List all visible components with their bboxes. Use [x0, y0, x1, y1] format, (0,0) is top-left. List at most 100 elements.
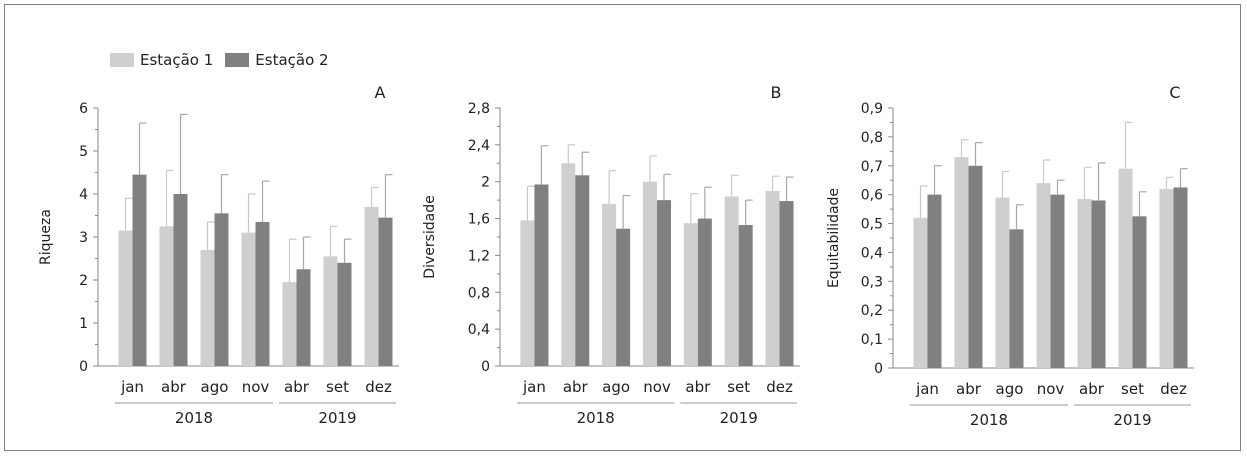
panel-1-letter: B — [771, 83, 782, 102]
panel-0-group-label: 2018 — [175, 409, 213, 427]
panel-2-bar-1 — [1077, 199, 1092, 368]
panel-1-bar-2 — [738, 225, 753, 366]
panel-2-x-tick-label: abr — [956, 380, 982, 398]
panel-0-y-tick-label: 3 — [79, 230, 88, 246]
panel-0-bar-1 — [159, 226, 174, 366]
panel-1-bar-1 — [561, 163, 576, 366]
panel-2-bar-2 — [1132, 216, 1147, 368]
panel-2-y-tick-label: 0,4 — [861, 245, 883, 261]
panel-0-bar-2 — [296, 269, 311, 366]
panel-1-y-tick-label: 1,2 — [468, 248, 490, 264]
panel-0-bar-2 — [173, 194, 188, 366]
panel-0-x-tick-label: abr — [161, 378, 187, 396]
panel-2-y-tick-label: 0,7 — [861, 159, 883, 175]
panel-0-x-tick-label: jan — [120, 378, 144, 396]
panel-2-x-tick-label: ago — [996, 380, 1024, 398]
figure-frame — [4, 4, 1241, 451]
panel-1-y-tick-label: 2,8 — [468, 101, 490, 117]
panel-1-group-label: 2019 — [720, 409, 758, 427]
panel-2-y-axis-label: Equitabilidade — [826, 188, 842, 288]
panel-1-bar-2 — [575, 175, 590, 366]
panel-2-x-tick-label: set — [1121, 380, 1144, 398]
panel-2-y-tick-label: 0,6 — [861, 188, 883, 204]
panel-1-group-label: 2018 — [577, 409, 615, 427]
panel-1-y-tick-label: 2 — [481, 175, 490, 191]
panel-0-bar-1 — [118, 230, 133, 366]
panel-1-x-tick-label: dez — [766, 378, 793, 396]
panel-1-x-tick-label: set — [727, 378, 750, 396]
panel-2-bar-2 — [1009, 229, 1024, 368]
panel-2-y-tick-label: 0,9 — [861, 101, 883, 117]
panel-1-y-tick-label: 0,8 — [468, 285, 490, 301]
panel-2-bar-1 — [995, 197, 1010, 368]
panel-1-bar-1 — [642, 181, 657, 366]
panel-1-bar-1 — [724, 196, 739, 366]
panel-1-bar-2 — [616, 228, 631, 366]
panel-0-x-tick-label: abr — [284, 378, 310, 396]
panel-2-group-label: 2018 — [970, 411, 1008, 429]
panel-0-bar-1 — [323, 256, 338, 366]
panel-0-bar-1 — [200, 249, 215, 366]
panel-2-y-tick-label: 0,3 — [861, 274, 883, 290]
legend-item-estacao-1: Estação 1 — [110, 51, 213, 69]
panel-2-bar-2 — [1091, 200, 1106, 368]
panel-0-bar-1 — [241, 232, 256, 366]
panel-2-bar-1 — [1036, 183, 1051, 368]
panel-1-bar-1 — [520, 220, 535, 366]
panel-1-y-tick-label: 0,4 — [468, 322, 490, 338]
panel-2-bar-1 — [1118, 168, 1133, 368]
panel-2-bar-2 — [1173, 187, 1188, 368]
panel-0-bar-2 — [378, 217, 393, 366]
panel-2-y-tick-label: 0,8 — [861, 130, 883, 146]
panel-1-y-tick-label: 0 — [481, 359, 490, 375]
panel-0-bar-1 — [282, 282, 297, 366]
panel-0-x-tick-label: dez — [365, 378, 392, 396]
panel-1-bar-2 — [534, 184, 549, 366]
panel-1-bar-1 — [602, 203, 617, 366]
legend-item-estacao-2: Estação 2 — [225, 51, 329, 69]
panel-1-x-tick-label: ago — [602, 378, 630, 396]
panel-0-x-tick-label: nov — [242, 378, 270, 396]
panel-2-y-tick-label: 0,5 — [861, 217, 883, 233]
panel-1-bar-2 — [697, 218, 712, 366]
panel-1-x-tick-label: jan — [522, 378, 546, 396]
panel-1-bar-1 — [683, 223, 698, 366]
legend-swatch-estacao-1 — [110, 53, 134, 67]
panel-1-y-tick-label: 2,4 — [468, 138, 490, 154]
panel-0-x-tick-label: set — [326, 378, 349, 396]
panel-1-x-tick-label: abr — [685, 378, 711, 396]
panel-1-x-tick-label: abr — [563, 378, 589, 396]
panel-1-x-tick-label: nov — [643, 378, 671, 396]
panel-2-bar-2 — [927, 194, 942, 368]
panel-2-y-tick-label: 0,2 — [861, 303, 883, 319]
panel-0-bar-2 — [337, 262, 352, 366]
panel-2-x-tick-label: dez — [1160, 380, 1187, 398]
panel-0-y-axis-label: Riqueza — [38, 209, 54, 265]
panel-0-y-tick-label: 1 — [79, 316, 88, 332]
legend: Estação 1 Estação 2 — [110, 48, 341, 72]
panel-0-group-label: 2019 — [318, 409, 356, 427]
panel-2-letter: C — [1169, 83, 1180, 102]
panel-0-bar-2 — [214, 213, 229, 366]
panel-0-bar-2 — [132, 174, 147, 366]
panel-0-bar-1 — [364, 206, 379, 366]
panel-0-y-tick-label: 6 — [79, 101, 88, 117]
legend-label-estacao-2: Estação 2 — [255, 51, 329, 69]
panel-0-y-tick-label: 4 — [79, 187, 88, 203]
panel-1-bar-1 — [765, 190, 780, 366]
legend-label-estacao-1: Estação 1 — [140, 51, 214, 69]
panel-2-bar-1 — [954, 157, 969, 368]
panel-0-letter: A — [375, 83, 386, 102]
panel-2-bar-2 — [968, 165, 983, 368]
panel-2-x-tick-label: jan — [915, 380, 939, 398]
panel-2-bar-1 — [913, 217, 928, 368]
panel-1-bar-2 — [656, 200, 671, 366]
panel-1-bar-2 — [779, 201, 794, 366]
panel-1-y-tick-label: 1,6 — [468, 212, 490, 228]
panel-0-y-tick-label: 0 — [79, 359, 88, 375]
panel-2-y-tick-label: 0 — [874, 361, 883, 377]
panel-2-x-tick-label: abr — [1079, 380, 1105, 398]
panel-0-x-tick-label: ago — [201, 378, 229, 396]
panel-2-group-label: 2019 — [1113, 411, 1151, 429]
